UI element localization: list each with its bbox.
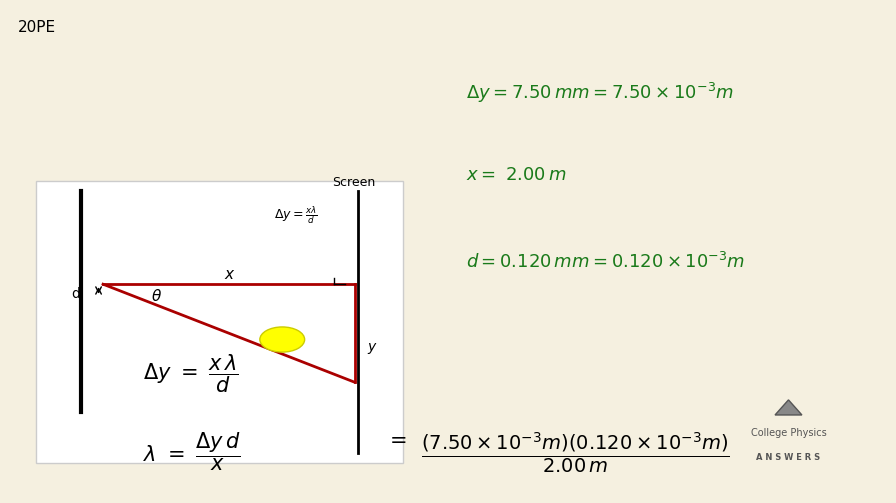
Text: A N S W E R S: A N S W E R S <box>756 453 821 462</box>
Text: $\Delta y = \frac{x\lambda}{d}$: $\Delta y = \frac{x\lambda}{d}$ <box>274 204 317 226</box>
Text: 20PE: 20PE <box>18 20 56 35</box>
Text: x: x <box>224 267 233 282</box>
Text: d: d <box>72 287 81 301</box>
Text: $\dfrac{(7.50\times10^{-3}m)(0.120\times10^{-3}m)}{2.00\,m}$: $\dfrac{(7.50\times10^{-3}m)(0.120\times… <box>421 430 730 475</box>
Circle shape <box>260 327 305 352</box>
Text: $\Delta y\ =\ \dfrac{x\,\lambda}{d}$: $\Delta y\ =\ \dfrac{x\,\lambda}{d}$ <box>143 352 239 395</box>
Text: $d = 0.120\,mm = 0.120\times10^{-3}m$: $d = 0.120\,mm = 0.120\times10^{-3}m$ <box>466 252 745 272</box>
Text: $=$: $=$ <box>385 430 407 449</box>
Text: $\lambda\ =\ \dfrac{\Delta y\,d}{x}$: $\lambda\ =\ \dfrac{\Delta y\,d}{x}$ <box>143 430 241 473</box>
Text: θ: θ <box>152 289 161 304</box>
Text: Screen: Screen <box>332 176 375 189</box>
Text: y: y <box>367 340 375 354</box>
Polygon shape <box>775 400 802 415</box>
Text: College Physics: College Physics <box>751 428 826 438</box>
Text: $x = \ 2.00\,m$: $x = \ 2.00\,m$ <box>466 166 566 184</box>
Text: $\Delta y = 7.50\,mm = 7.50\times10^{-3}m$: $\Delta y = 7.50\,mm = 7.50\times10^{-3}… <box>466 80 734 105</box>
FancyBboxPatch shape <box>36 181 403 463</box>
